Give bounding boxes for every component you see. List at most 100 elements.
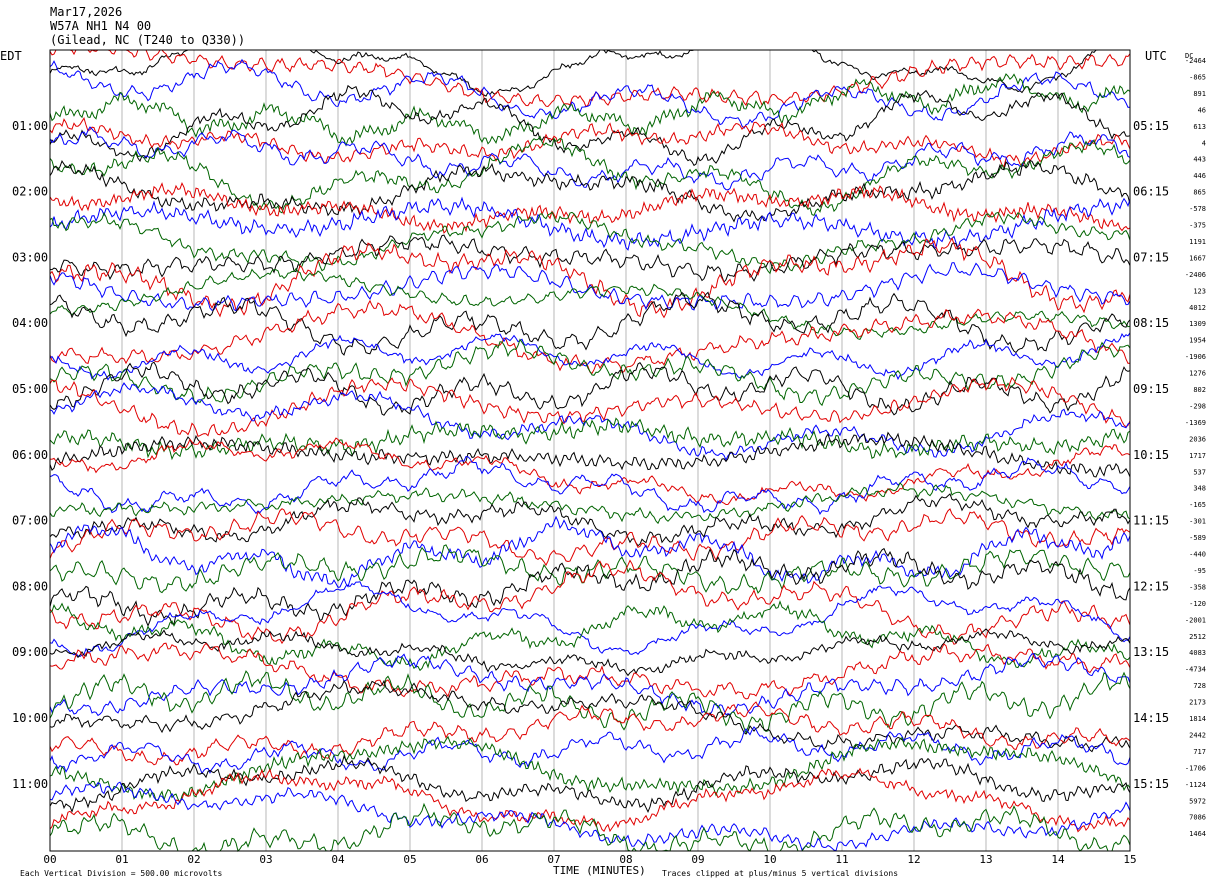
trace-row xyxy=(49,376,1131,437)
right-hour-label: 09:15 xyxy=(1133,382,1169,396)
left-hour-label: 07:00 xyxy=(12,514,48,528)
x-tick-label: 07 xyxy=(547,853,560,866)
trace-row xyxy=(49,49,1130,97)
dc-offset-label: 717 xyxy=(1193,748,1206,756)
dc-offset-label: -578 xyxy=(1189,205,1206,213)
dc-offset-label: -1706 xyxy=(1185,764,1206,772)
dc-offset-label: -4734 xyxy=(1185,666,1206,674)
dc-offset-label: 7086 xyxy=(1189,814,1206,822)
right-hour-label: 12:15 xyxy=(1133,579,1169,593)
dc-offset-label: -2001 xyxy=(1185,616,1206,624)
dc-offset-label: 2173 xyxy=(1189,699,1206,707)
dc-offset-label: 728 xyxy=(1193,682,1206,690)
trace-row xyxy=(49,455,1131,515)
dc-offset-label: 1954 xyxy=(1189,337,1206,345)
dc-offset-label: 4083 xyxy=(1189,649,1206,657)
dc-offset-label: -865 xyxy=(1189,73,1206,81)
trace-row xyxy=(49,361,1131,416)
dc-offset-label: 123 xyxy=(1193,287,1206,295)
trace-row xyxy=(49,196,1131,251)
dc-offset-label: -375 xyxy=(1189,222,1206,230)
x-tick-labels: 00 01 02 03 04 05 06 07 08 09 10 11 12 13 14 15 xyxy=(43,853,1136,866)
dc-offset-label: 891 xyxy=(1193,90,1206,98)
trace-row xyxy=(49,544,1131,595)
header-date: Mar17,2026 xyxy=(50,5,122,19)
right-hour-labels: 05:15 06:15 07:15 08:15 09:15 10:15 11:15 12:15… xyxy=(1133,119,1169,791)
left-hour-label: 11:00 xyxy=(12,777,48,791)
dc-offset-label: -301 xyxy=(1189,518,1206,526)
trace-row xyxy=(49,234,1131,283)
dc-offset-label: -2406 xyxy=(1185,271,1206,279)
trace-row xyxy=(49,58,1131,130)
dc-offset-label: 1309 xyxy=(1189,320,1206,328)
trace-row xyxy=(49,642,1131,700)
left-hour-label: 03:00 xyxy=(12,250,48,264)
trace-row xyxy=(49,267,1131,340)
clip-note: Traces clipped at plus/minus 5 vertical … xyxy=(662,869,898,878)
dc-offset-labels: -2464 -865 891 46 613 4 443 446 865 -578 -375 1191 1… xyxy=(1185,57,1206,838)
dc-offset-label: 5972 xyxy=(1189,797,1206,805)
dc-offset-label: 537 xyxy=(1193,468,1206,476)
dc-offset-label: 613 xyxy=(1193,123,1206,131)
x-tick-label: 09 xyxy=(691,853,704,866)
left-hour-label: 09:00 xyxy=(12,645,48,659)
dc-offset-label: 1276 xyxy=(1189,370,1206,378)
x-axis-title: TIME (MINUTES) xyxy=(553,864,646,877)
trace-row xyxy=(49,701,1131,766)
trace-row xyxy=(49,291,1131,356)
x-tick-label: 05 xyxy=(403,853,416,866)
trace-row xyxy=(49,493,1131,547)
left-hour-label: 10:00 xyxy=(12,711,48,725)
dc-offset-label: 1814 xyxy=(1189,715,1206,723)
left-hour-label: 01:00 xyxy=(12,119,48,133)
x-tick-label: 02 xyxy=(187,853,200,866)
left-hour-label: 05:00 xyxy=(12,382,48,396)
x-tick-label: 04 xyxy=(331,853,345,866)
scale-note: Each Vertical Division = 500.00 microvol… xyxy=(20,869,222,878)
x-tick-label: 10 xyxy=(763,853,776,866)
dc-offset-label: 4 xyxy=(1202,139,1206,147)
trace-row xyxy=(49,84,1131,167)
trace-row xyxy=(49,126,1131,191)
dc-offset-label: 446 xyxy=(1193,172,1206,180)
trace-row xyxy=(49,781,1131,852)
dc-offset-label: 4012 xyxy=(1189,304,1206,312)
plot-frame xyxy=(49,49,1131,852)
right-hour-label: 06:15 xyxy=(1133,185,1169,199)
trace-row xyxy=(49,332,1131,381)
x-tick-label: 00 xyxy=(43,853,56,866)
right-hour-label: 14:15 xyxy=(1133,711,1169,725)
dc-offset-label: 1464 xyxy=(1189,830,1206,838)
dc-offset-label: 865 xyxy=(1193,189,1206,197)
trace-row xyxy=(49,515,1131,588)
right-hour-label: 07:15 xyxy=(1133,250,1169,264)
trace-row xyxy=(49,135,1131,217)
trace-row xyxy=(49,581,1131,657)
x-tick-label: 15 xyxy=(1123,853,1136,866)
trace-row xyxy=(49,802,1131,853)
dc-offset-label: -120 xyxy=(1189,600,1206,608)
right-hour-label: 11:15 xyxy=(1133,514,1169,528)
seismic-traces xyxy=(49,49,1131,853)
left-hour-labels: 01:00 02:00 03:00 04:00 05:00 06:00 07:00 08:00… xyxy=(12,119,48,791)
dc-offset-label: -440 xyxy=(1189,551,1206,559)
right-timezone-label: UTC xyxy=(1145,49,1167,63)
left-hour-label: 02:00 xyxy=(12,185,48,199)
dc-offset-label: -2464 xyxy=(1185,57,1206,65)
trace-row xyxy=(49,559,1131,645)
dc-offset-label: -165 xyxy=(1189,501,1206,509)
trace-row xyxy=(49,508,1131,567)
right-hour-label: 13:15 xyxy=(1133,645,1169,659)
trace-row xyxy=(49,437,1131,506)
dc-offset-header: DC xyxy=(1185,52,1193,60)
dc-offset-label: 2512 xyxy=(1189,633,1206,641)
dc-offset-label: 2036 xyxy=(1189,435,1206,443)
trace-row xyxy=(49,670,1131,734)
left-hour-label: 08:00 xyxy=(12,579,48,593)
x-tick-label: 08 xyxy=(619,853,632,866)
dc-offset-label: 1717 xyxy=(1189,452,1206,460)
right-hour-label: 10:15 xyxy=(1133,448,1169,462)
trace-row xyxy=(49,482,1131,525)
trace-row xyxy=(49,262,1131,312)
trace-row xyxy=(49,211,1131,275)
